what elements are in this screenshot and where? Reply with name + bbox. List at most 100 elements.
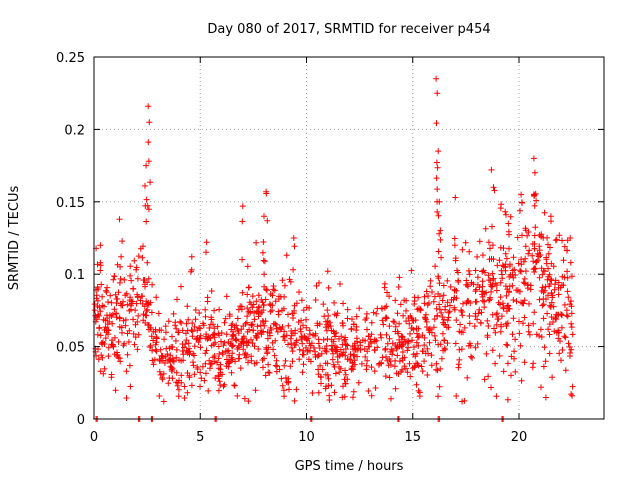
data-point (174, 296, 180, 303)
data-point (191, 352, 198, 359)
data-point (526, 247, 533, 254)
data-point (272, 298, 279, 305)
data-point (421, 358, 428, 365)
y-tick-label: 0.25 (56, 51, 85, 66)
data-point (299, 369, 306, 376)
data-point (108, 313, 115, 319)
x-tick-label: 15 (404, 430, 421, 445)
data-point (109, 311, 116, 318)
data-point (411, 294, 418, 301)
data-point (241, 335, 247, 341)
data-point (280, 305, 287, 312)
data-point (510, 254, 517, 261)
data-point (372, 385, 379, 391)
data-point (483, 350, 490, 357)
data-point (148, 309, 155, 316)
data-point (179, 341, 186, 347)
data-point (337, 281, 343, 287)
data-point (525, 322, 532, 329)
data-point (479, 278, 486, 285)
data-point (531, 169, 538, 176)
data-point (192, 307, 199, 313)
data-point (104, 284, 111, 291)
data-point (452, 255, 459, 262)
data-point (395, 284, 402, 290)
data-point (291, 243, 298, 250)
data-point (285, 322, 292, 329)
data-point (185, 316, 192, 323)
data-point (237, 365, 244, 372)
data-point (331, 389, 338, 396)
data-point (415, 387, 422, 394)
data-point (414, 330, 420, 337)
data-point (159, 376, 166, 383)
data-point (545, 250, 552, 257)
data-point (457, 321, 464, 328)
data-point (172, 322, 179, 329)
data-point (426, 329, 433, 336)
data-point (438, 355, 445, 362)
data-point (367, 338, 374, 345)
data-point (286, 386, 292, 393)
data-point (281, 337, 288, 344)
data-point (516, 318, 522, 325)
data-point (493, 287, 500, 294)
data-point (302, 334, 308, 341)
data-point (123, 395, 130, 401)
data-point (398, 343, 405, 350)
data-point (273, 368, 280, 375)
data-point (456, 356, 463, 363)
data-point (362, 353, 369, 360)
data-point (447, 283, 454, 290)
data-point (132, 307, 139, 314)
data-point (312, 297, 319, 303)
data-point (153, 294, 160, 301)
data-point (269, 307, 275, 314)
data-point (122, 322, 129, 329)
data-point (446, 308, 453, 315)
data-point (491, 187, 498, 194)
data-point (344, 315, 351, 322)
data-point (428, 352, 435, 359)
data-point (245, 284, 252, 291)
data-point (261, 271, 268, 278)
data-point (438, 309, 445, 316)
data-point (452, 340, 459, 347)
data-point (530, 266, 537, 273)
data-point (556, 350, 563, 357)
data-point (263, 287, 270, 294)
data-point (274, 363, 280, 370)
data-point (339, 394, 346, 401)
data-point (503, 341, 510, 348)
data-point (494, 316, 501, 323)
data-point (128, 298, 135, 305)
data-point (451, 304, 458, 311)
data-point (150, 337, 157, 344)
data-point (394, 328, 401, 335)
data-point (438, 254, 445, 261)
data-point (147, 324, 154, 331)
data-point (392, 297, 399, 304)
data-point (97, 242, 104, 249)
data-point (440, 292, 447, 299)
data-point (197, 332, 204, 339)
data-point (411, 301, 418, 307)
data-point (366, 343, 373, 350)
data-point (422, 315, 429, 322)
data-point (485, 239, 492, 246)
data-point (292, 330, 298, 337)
data-point (97, 262, 104, 269)
data-point (521, 314, 528, 321)
data-point (482, 225, 489, 232)
data-point (169, 333, 175, 340)
y-tick-label: 0.15 (56, 196, 85, 211)
data-point (142, 202, 149, 209)
data-point (223, 331, 230, 338)
data-point (172, 337, 179, 344)
data-point (133, 266, 140, 273)
data-point (569, 273, 575, 280)
data-point (474, 340, 481, 347)
data-point (510, 297, 517, 303)
data-point (430, 324, 437, 331)
